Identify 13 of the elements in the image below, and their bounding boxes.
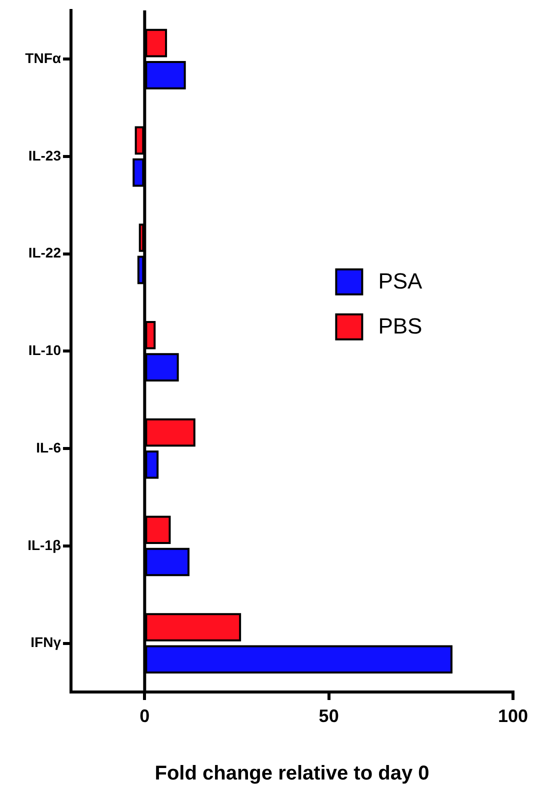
- y-tick-label: IL-6: [36, 439, 62, 456]
- x-tick-label: 50: [318, 706, 339, 726]
- legend-label: PBS: [378, 313, 422, 338]
- y-tick-label: IFNγ: [30, 634, 62, 650]
- x-tick-label: 0: [140, 706, 150, 726]
- legend-label: PSA: [378, 268, 423, 294]
- y-tick-label: TNFα: [25, 50, 62, 66]
- y-tick-label: IL-10: [28, 342, 62, 358]
- y-tick-label: IL-23: [28, 147, 62, 164]
- y-tick-label: IL-1β: [28, 536, 62, 553]
- y-tick-label: IL-22: [28, 244, 62, 261]
- x-tick-label: 100: [498, 706, 528, 726]
- x-axis-title: Fold change relative to day 0: [154, 762, 430, 785]
